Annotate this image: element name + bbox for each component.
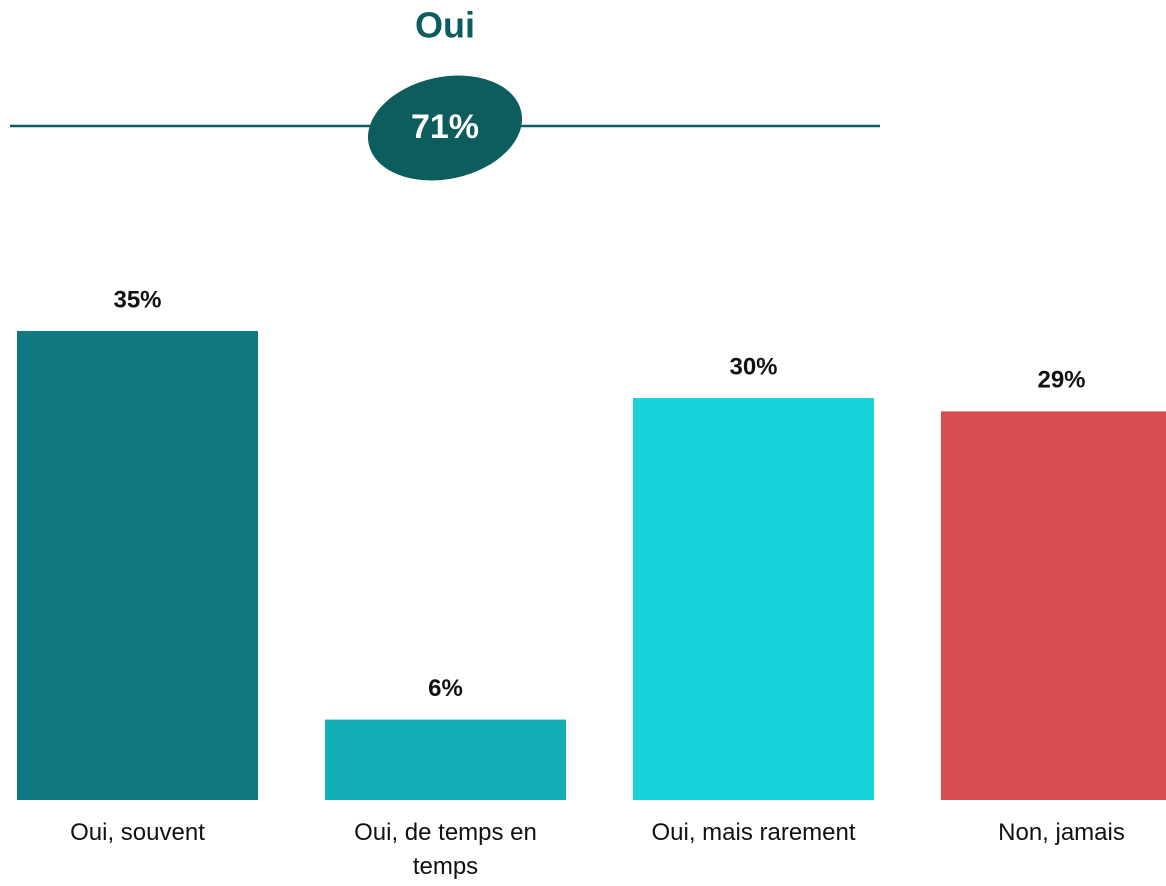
value-label: 30%: [729, 353, 777, 380]
value-label: 29%: [1037, 367, 1085, 394]
bar: [633, 398, 874, 800]
category-label: Oui, de temps en temps: [354, 819, 537, 880]
value-label: 35%: [113, 286, 161, 313]
category-label: Oui, mais rarement: [651, 819, 856, 846]
value-label: 6%: [428, 675, 463, 702]
category-label: Non, jamais: [998, 819, 1125, 846]
bar: [325, 719, 566, 800]
bar: [941, 411, 1166, 800]
summary-title: Oui: [415, 5, 475, 46]
summary-value: 71%: [411, 108, 479, 146]
summary-badge: [367, 75, 523, 181]
category-label: Oui, souvent: [70, 819, 205, 846]
bar: [17, 331, 258, 800]
